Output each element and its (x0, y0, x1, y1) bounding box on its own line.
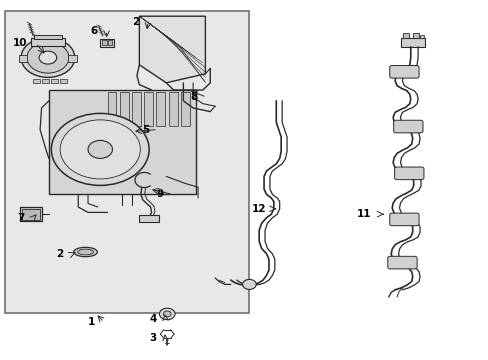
Bar (34, 35, 61, 39)
Circle shape (242, 279, 256, 289)
Text: 6: 6 (90, 26, 98, 36)
FancyBboxPatch shape (389, 213, 418, 226)
Text: 10: 10 (12, 38, 27, 48)
Text: 9: 9 (156, 189, 163, 199)
Circle shape (39, 51, 57, 64)
Bar (49, 90, 195, 194)
Bar (20, 207, 41, 221)
Bar (51, 79, 58, 83)
Text: 3: 3 (149, 333, 156, 343)
Text: 11: 11 (356, 209, 371, 219)
FancyBboxPatch shape (387, 256, 416, 269)
Circle shape (159, 308, 175, 320)
Bar (5, 11, 249, 313)
Ellipse shape (74, 247, 97, 257)
Bar (33, 79, 40, 83)
Text: 2: 2 (56, 249, 63, 259)
Circle shape (88, 140, 112, 158)
FancyBboxPatch shape (389, 66, 418, 78)
Bar (21, 209, 40, 220)
Bar (31, 38, 64, 46)
Bar (139, 215, 159, 222)
Bar (403, 33, 408, 38)
Bar (400, 38, 425, 47)
Bar (100, 39, 114, 47)
Text: 5: 5 (142, 125, 149, 135)
Text: 2: 2 (132, 17, 139, 27)
Bar (412, 33, 418, 38)
Text: 8: 8 (190, 92, 198, 102)
Text: 12: 12 (251, 204, 266, 214)
FancyBboxPatch shape (394, 167, 423, 180)
Bar (107, 92, 116, 126)
Circle shape (21, 38, 75, 77)
Bar (107, 40, 112, 45)
Bar (144, 92, 153, 126)
Bar (181, 92, 189, 126)
Bar (168, 92, 177, 126)
Circle shape (51, 113, 149, 185)
Ellipse shape (78, 249, 93, 255)
Circle shape (27, 42, 69, 73)
Bar (60, 79, 66, 83)
Bar (19, 55, 27, 62)
Bar (132, 92, 141, 126)
Polygon shape (139, 16, 205, 83)
Bar (156, 92, 165, 126)
FancyBboxPatch shape (393, 120, 422, 133)
Circle shape (60, 120, 140, 179)
Text: 7: 7 (17, 213, 24, 223)
Bar (419, 35, 424, 38)
Bar (102, 40, 106, 45)
Text: 4: 4 (149, 314, 156, 324)
Bar (68, 55, 77, 62)
Bar (42, 79, 49, 83)
Text: 1: 1 (88, 317, 95, 327)
Circle shape (163, 311, 171, 317)
Bar (120, 92, 128, 126)
